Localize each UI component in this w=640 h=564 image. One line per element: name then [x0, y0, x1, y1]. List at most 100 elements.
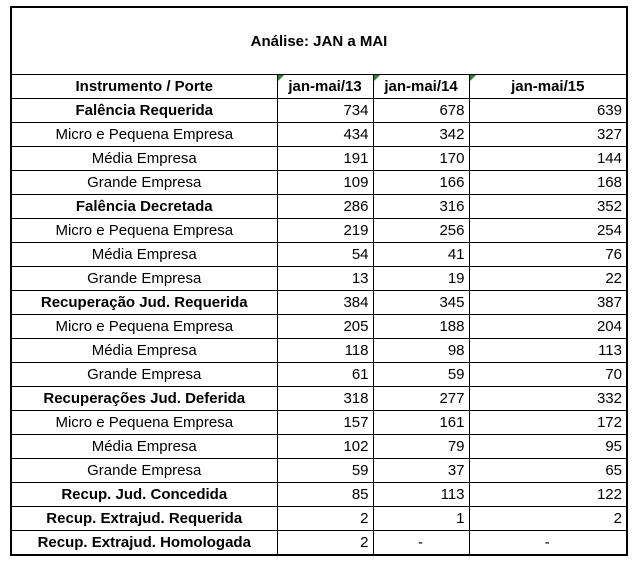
table-title: Análise: JAN a MAI	[10, 6, 628, 75]
cell-value: 22	[468, 266, 628, 291]
cell-value: -	[372, 530, 470, 556]
table-row-category: Falência Decretada 286 316 352	[10, 194, 628, 219]
table-row: Grande Empresa 61 59 70	[10, 362, 628, 387]
table-row: Grande Empresa 109 166 168	[10, 170, 628, 195]
cell-value: 204	[468, 314, 628, 339]
row-label: Média Empresa	[10, 146, 278, 171]
cell-value: 37	[372, 458, 470, 483]
header-jan-mai-13: jan-mai/13	[276, 74, 374, 99]
header-jan-mai-14: jan-mai/14	[372, 74, 470, 99]
row-label: Grande Empresa	[10, 458, 278, 483]
cell-value: 352	[468, 194, 628, 219]
cell-value: 734	[276, 98, 374, 123]
table-row: Média Empresa 191 170 144	[10, 146, 628, 171]
row-label: Grande Empresa	[10, 362, 278, 387]
cell-value: 65	[468, 458, 628, 483]
row-label: Média Empresa	[10, 242, 278, 267]
table-row: Grande Empresa 13 19 22	[10, 266, 628, 291]
cell-value: 76	[468, 242, 628, 267]
row-label: Micro e Pequena Empresa	[10, 314, 278, 339]
cell-value: 98	[372, 338, 470, 363]
cell-value: 316	[372, 194, 470, 219]
cell-value: 2	[276, 506, 374, 531]
cell-value: 54	[276, 242, 374, 267]
table-row: Média Empresa 54 41 76	[10, 242, 628, 267]
row-label: Micro e Pequena Empresa	[10, 218, 278, 243]
cell-value: 219	[276, 218, 374, 243]
row-label: Recuperações Jud. Deferida	[10, 386, 278, 411]
table-row: Grande Empresa 59 37 65	[10, 458, 628, 483]
cell-value: 277	[372, 386, 470, 411]
cell-value: 85	[276, 482, 374, 507]
title-row: Análise: JAN a MAI	[10, 6, 628, 75]
cell-value: 113	[372, 482, 470, 507]
table-row-category: Recuperação Jud. Requerida 384 345 387	[10, 290, 628, 315]
cell-value: 188	[372, 314, 470, 339]
cell-value: 191	[276, 146, 374, 171]
table-row: Micro e Pequena Empresa 205 188 204	[10, 314, 628, 339]
cell-value: 434	[276, 122, 374, 147]
cell-value: 286	[276, 194, 374, 219]
cell-value: 318	[276, 386, 374, 411]
cell-value: 384	[276, 290, 374, 315]
cell-value: 122	[468, 482, 628, 507]
table-row-category: Recup. Extrajud. Homologada 2- -	[10, 530, 628, 556]
row-label: Micro e Pequena Empresa	[10, 122, 278, 147]
cell-value: 256	[372, 218, 470, 243]
row-label: Recup. Jud. Concedida	[10, 482, 278, 507]
cell-value: -	[468, 530, 628, 556]
cell-value: 254	[468, 218, 628, 243]
row-label: Recuperação Jud. Requerida	[10, 290, 278, 315]
table-row-category: Recup. Extrajud. Requerida 2 1 2	[10, 506, 628, 531]
cell-value: 170	[372, 146, 470, 171]
header-jan-mai-15: jan-mai/15	[468, 74, 628, 99]
cell-value: 79	[372, 434, 470, 459]
cell-value: 2	[468, 506, 628, 531]
cell-value: 113	[468, 338, 628, 363]
cell-value: 205	[276, 314, 374, 339]
cell-value: 157	[276, 410, 374, 435]
cell-value: 59	[276, 458, 374, 483]
table-row-category: Falência Requerida 734 678 639	[10, 98, 628, 123]
row-label: Grande Empresa	[10, 266, 278, 291]
cell-value: 639	[468, 98, 628, 123]
cell-value: 2	[276, 530, 374, 556]
cell-value: 95	[468, 434, 628, 459]
row-label: Grande Empresa	[10, 170, 278, 195]
row-label: Média Empresa	[10, 434, 278, 459]
cell-value: 70	[468, 362, 628, 387]
header-row: Instrumento / Porte jan-mai/13 jan-mai/1…	[10, 74, 628, 99]
cell-value: 59	[372, 362, 470, 387]
row-label: Micro e Pequena Empresa	[10, 410, 278, 435]
cell-value: 166	[372, 170, 470, 195]
cell-value: 327	[468, 122, 628, 147]
cell-value: 144	[468, 146, 628, 171]
cell-value: 161	[372, 410, 470, 435]
table-row-category: Recup. Jud. Concedida 85 113 122	[10, 482, 628, 507]
row-label: Recup. Extrajud. Requerida	[10, 506, 278, 531]
table-row: Micro e Pequena Empresa 219 256 254	[10, 218, 628, 243]
cell-value: 61	[276, 362, 374, 387]
row-label: Falência Decretada	[10, 194, 278, 219]
header-instrumento: Instrumento / Porte	[10, 74, 278, 99]
cell-value: 41	[372, 242, 470, 267]
cell-value: 387	[468, 290, 628, 315]
cell-value: 13	[276, 266, 374, 291]
cell-value: 678	[372, 98, 470, 123]
cell-value: 345	[372, 290, 470, 315]
cell-value: 168	[468, 170, 628, 195]
cell-value: 1	[372, 506, 470, 531]
cell-value: 109	[276, 170, 374, 195]
table-row-category: Recuperações Jud. Deferida 318 277 332	[10, 386, 628, 411]
table-row: Micro e Pequena Empresa 157 161 172	[10, 410, 628, 435]
row-label: Média Empresa	[10, 338, 278, 363]
table-row: Média Empresa 102 79 95	[10, 434, 628, 459]
cell-value: 118	[276, 338, 374, 363]
cell-value: 102	[276, 434, 374, 459]
row-label: Falência Requerida	[10, 98, 278, 123]
table-row: Micro e Pequena Empresa 434 342 327	[10, 122, 628, 147]
cell-value: 332	[468, 386, 628, 411]
cell-value: 172	[468, 410, 628, 435]
cell-value: 19	[372, 266, 470, 291]
cell-value: 342	[372, 122, 470, 147]
